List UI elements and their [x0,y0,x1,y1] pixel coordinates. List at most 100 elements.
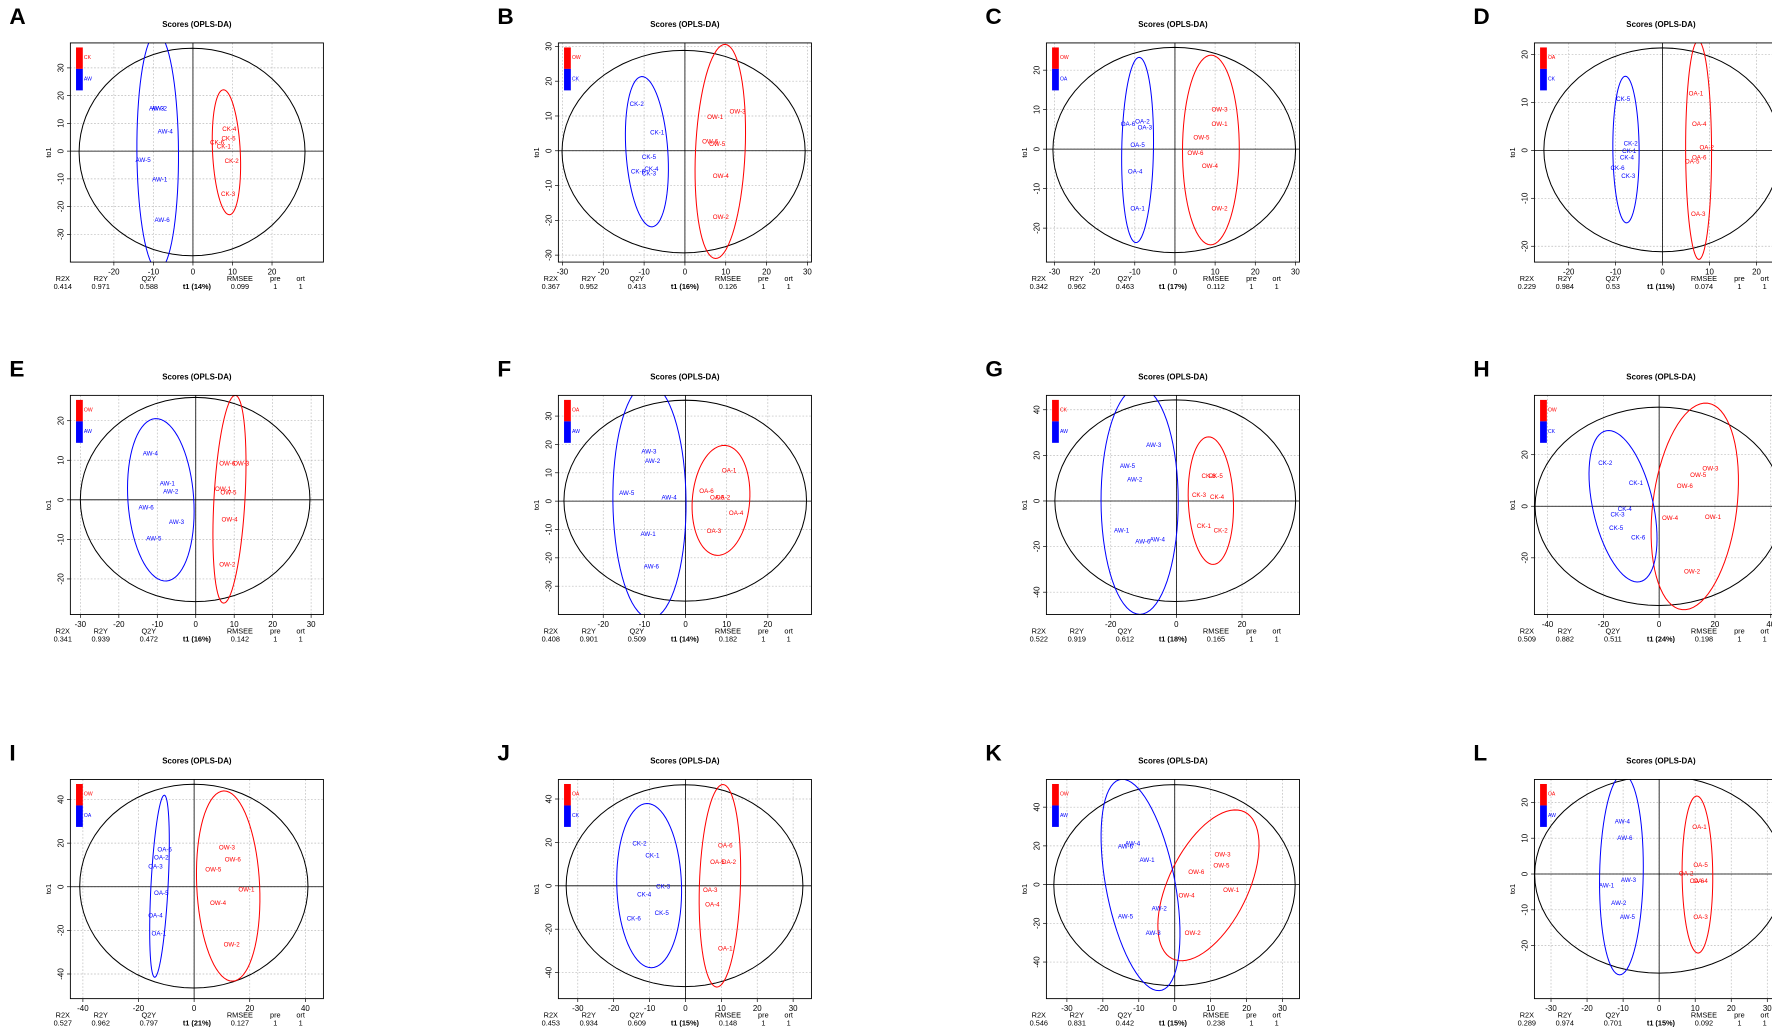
x-axis-label: t1 (21%) [183,1018,212,1027]
point-label: AW-2 [1127,476,1143,483]
x-axis-label: t1 (24%) [1647,634,1676,643]
stat-label: pre [270,274,281,283]
legend-swatch [1052,68,1059,91]
legend-label: OW [1060,792,1069,798]
stat-label: R2X [1032,274,1046,283]
y-tick-label: 10 [544,468,553,477]
stat-value: 1 [273,1018,277,1027]
stat-label: pre [270,626,281,635]
chart-title: Scores (OPLS-DA) [1626,756,1696,765]
point-label: OA-5 [1693,862,1708,869]
point-label: AW-6 [1118,844,1134,851]
panel-label: K [985,741,1002,766]
y-tick-label: 0 [56,497,65,502]
point-label: OA-6 [699,488,714,495]
hotelling-ellipse [1543,47,1772,253]
x-tick-label: 20 [753,1004,762,1013]
point-label: CK-3 [1621,173,1636,180]
x-tick-label: -30 [1061,1004,1073,1013]
y-tick-label: 0 [56,148,65,153]
x-tick-label: 0 [683,267,688,276]
legend-label: AW [1060,813,1068,819]
panel-label: J [497,741,510,766]
point-label: AW-1 [152,176,168,183]
point-label: AW-5 [1118,913,1134,920]
x-tick-label: -30 [75,620,87,629]
stat-label: Q2Y [141,626,156,635]
y-axis-label: to1 [44,884,53,894]
legend-swatch [1052,399,1059,422]
stat-value: 1 [1763,282,1767,291]
point-label: OW-6 [1187,150,1204,157]
x-tick-label: 10 [717,1004,726,1013]
group-ellipse [1100,395,1179,615]
x-axis-label: t1 (16%) [183,634,212,643]
x-axis-label: t1 (11%) [1647,282,1675,291]
legend-label: OW [84,792,93,798]
y-tick-label: 40 [56,795,65,804]
point-label: CK-2 [630,101,645,108]
point-label: AW-4 [158,128,174,135]
x-axis-label: t1 (16%) [671,282,700,291]
group-ellipse [211,89,242,216]
stat-value: 0.092 [1695,1018,1713,1027]
y-tick-label: 0 [1520,148,1529,153]
group-ellipse [1100,779,1181,992]
x-tick-label: 10 [1691,1004,1700,1013]
point-label: OA-3 [1138,124,1153,131]
stat-label: RMSEE [1203,1011,1229,1020]
y-tick-label: 0 [1032,882,1041,887]
group-ellipse [149,794,170,978]
point-label: CK-6 [1631,535,1646,542]
stat-label: R2Y [582,626,596,635]
stat-label: Q2Y [1118,1011,1133,1020]
y-axis-label: to1 [1508,147,1517,157]
stat-value: 0.509 [628,634,646,643]
group-ellipse [1612,75,1640,224]
hotelling-ellipse [565,784,804,988]
x-tick-label: 10 [722,620,731,629]
y-tick-label: -20 [1032,540,1041,552]
stat-label: R2X [56,626,70,635]
point-label: OW-6 [1188,869,1205,876]
legend-label: CK [1060,407,1068,413]
legend-swatch [1052,783,1059,806]
y-tick-label: -20 [56,200,65,212]
y-axis-label: to1 [1020,147,1029,157]
point-label: AW-3 [641,449,657,456]
point-label: CK-5 [1616,96,1631,103]
hotelling-ellipse [1054,399,1297,603]
y-tick-label: -30 [544,249,553,261]
y-tick-label: 0 [1032,146,1041,151]
point-label: OW-5 [1213,862,1230,869]
stat-value: 0.453 [542,1018,560,1027]
hotelling-ellipse [561,49,806,254]
hotelling-ellipse [79,783,309,989]
y-tick-label: -40 [56,968,65,980]
point-label: OA-1 [152,930,167,937]
stat-label: Q2Y [1606,1011,1621,1020]
stat-label: R2Y [94,626,108,635]
point-label: OA-5 [710,859,725,866]
point-label: OW-4 [1179,892,1196,899]
stat-label: R2X [56,274,70,283]
point-label: AW-3 [1621,877,1637,884]
x-tick-label: -20 [113,620,125,629]
x-tick-label: 40 [301,1004,310,1013]
legend-swatch [76,421,83,443]
x-tick-label: 20 [268,267,277,276]
point-label: AW-4 [661,494,677,501]
legend-label: OA [1548,55,1556,61]
x-tick-label: 10 [230,620,239,629]
stat-value: 1 [299,1018,303,1027]
plot-frame [1045,394,1300,615]
y-tick-label: 20 [1520,49,1529,58]
legend-swatch [1052,805,1059,827]
x-tick-label: -40 [1542,620,1554,629]
legend-swatch [76,805,83,827]
point-label: CK-4 [1620,155,1635,162]
point-label: OA-2 [716,494,731,501]
point-label: CK-5 [1209,473,1224,480]
stat-value: 0.408 [542,634,560,643]
point-label: OW-6 [225,857,242,864]
